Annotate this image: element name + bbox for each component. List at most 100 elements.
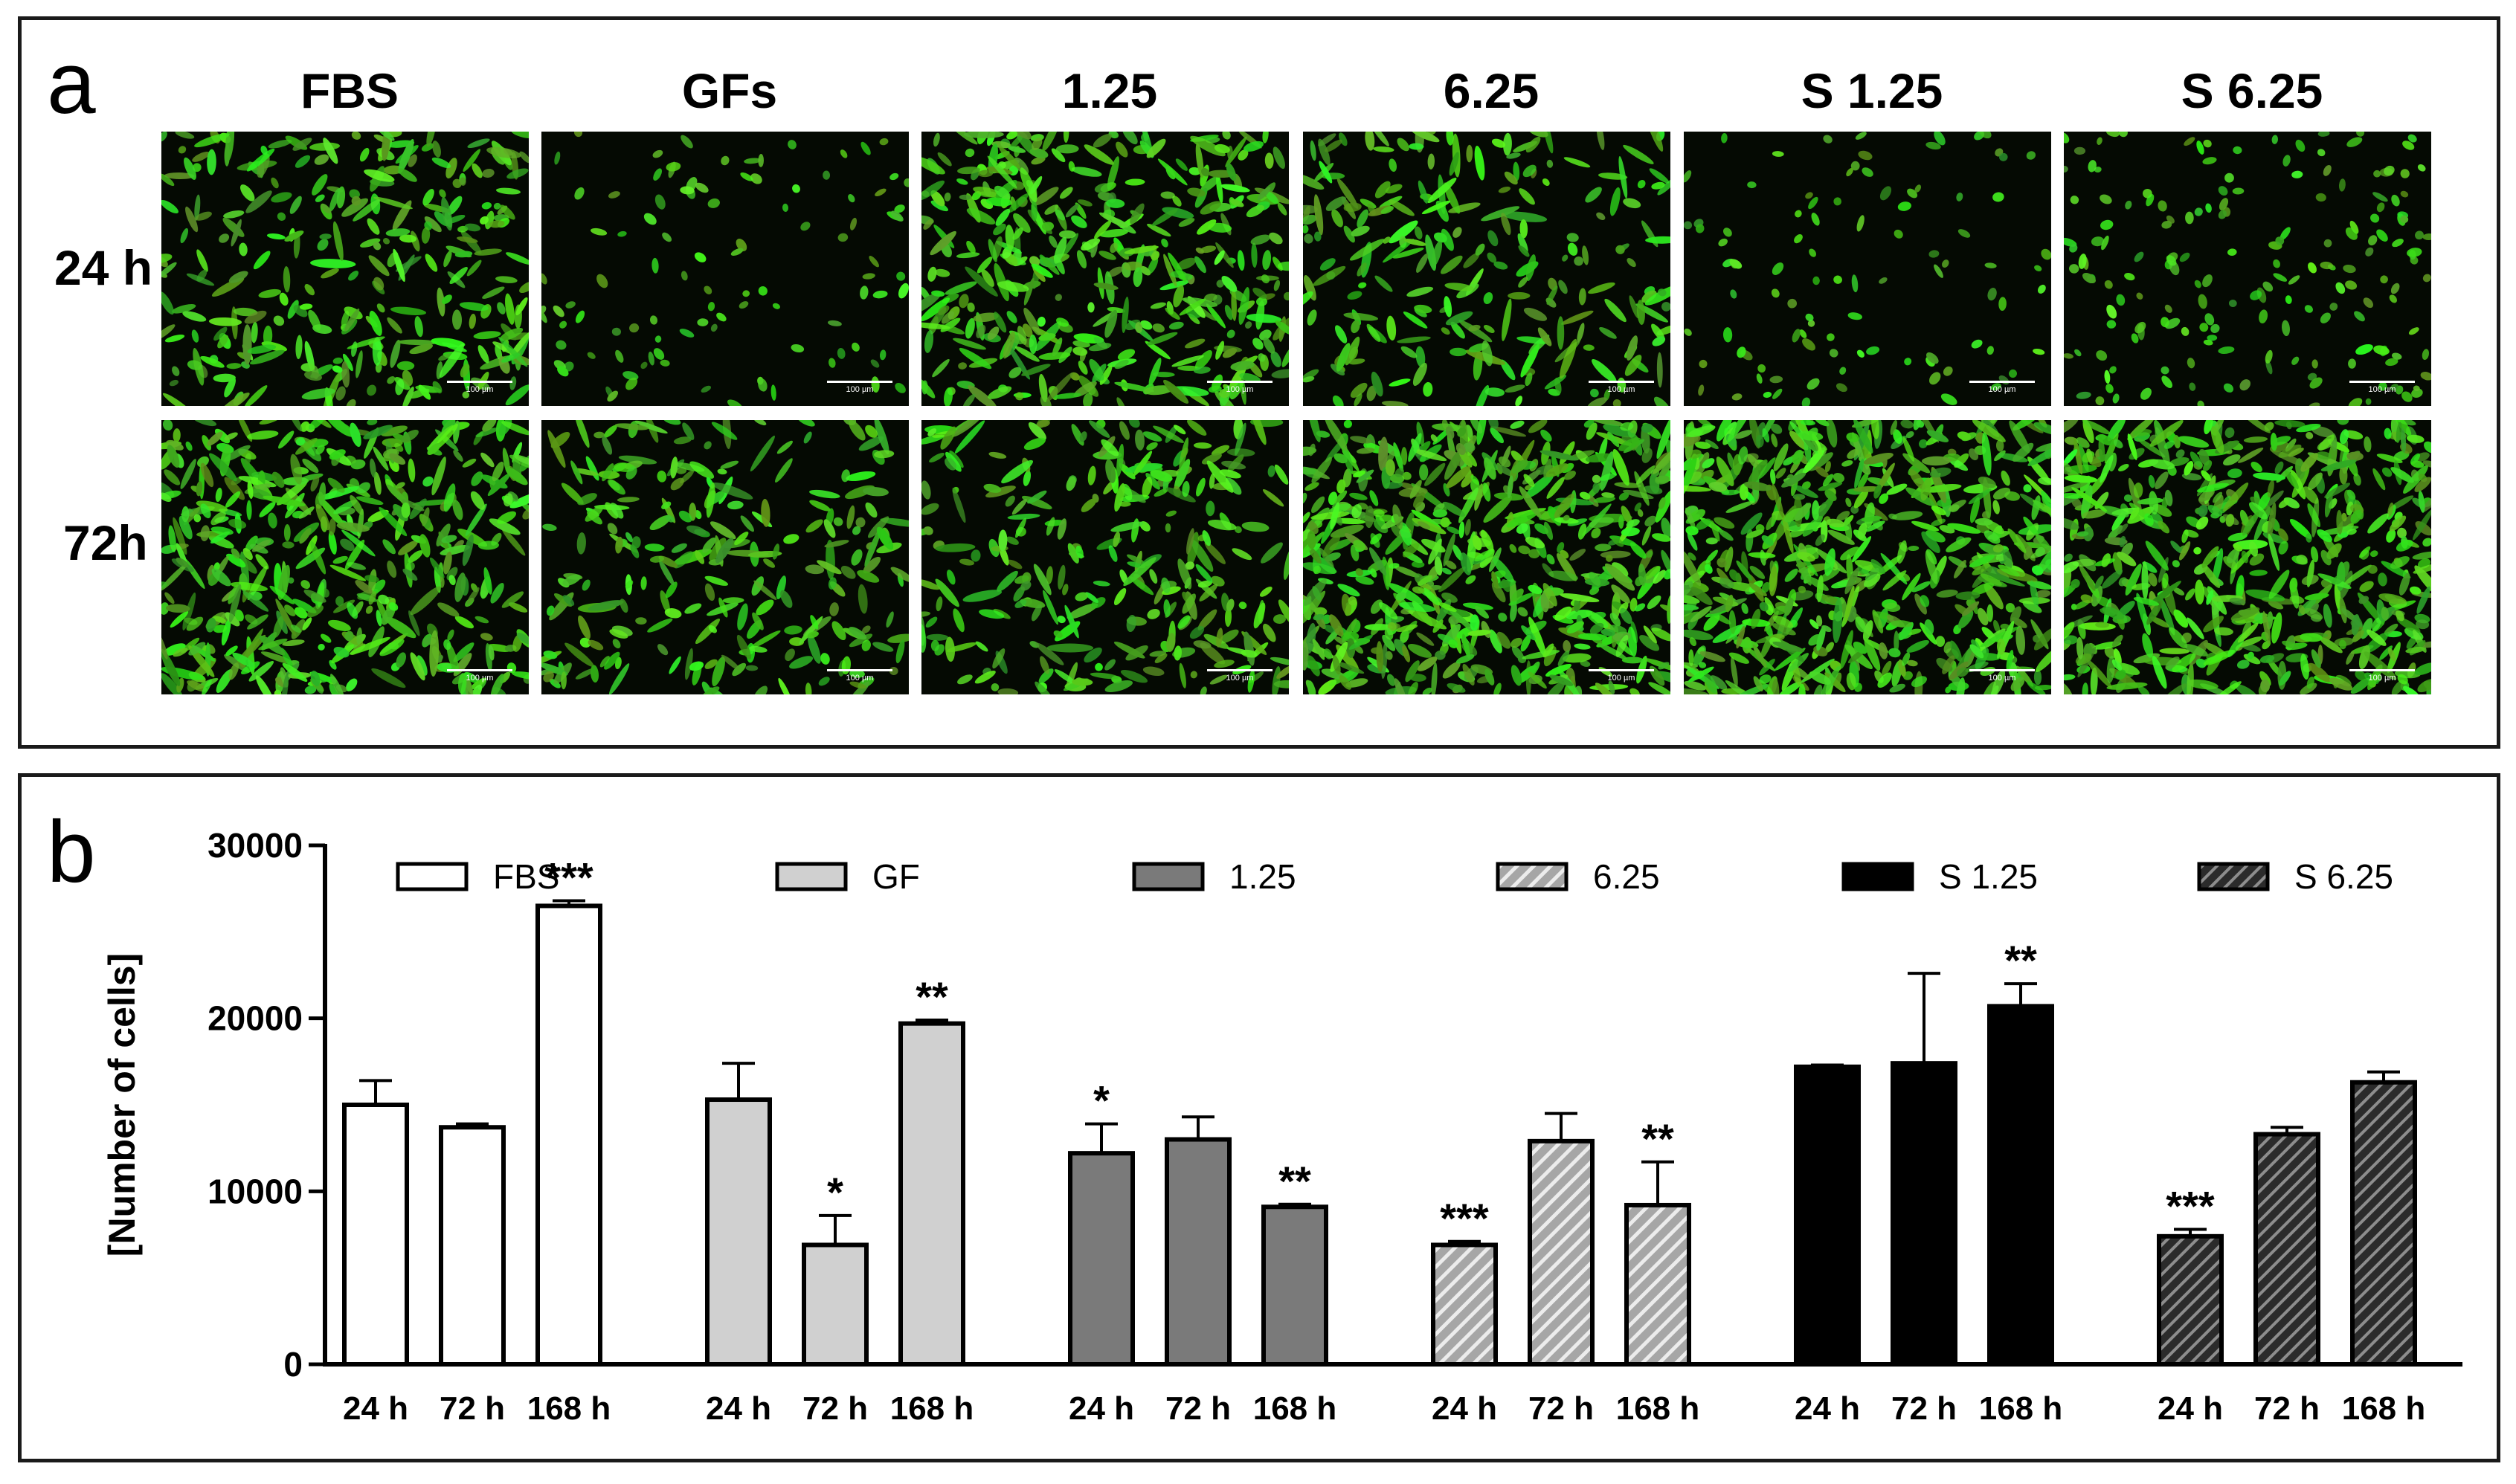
significance-label: *	[1093, 1077, 1110, 1124]
legend-swatch	[1132, 862, 1205, 891]
legend-label: 1.25	[1229, 857, 1296, 896]
scale-bar: 100 µm	[2349, 381, 2415, 394]
bar	[802, 1242, 869, 1367]
legend-label: FBS	[493, 857, 559, 896]
micrograph-1-25-72h: 100 µm	[921, 420, 1289, 694]
x-tick-label: 168 h	[890, 1390, 974, 1427]
scale-bar-label: 100 µm	[1607, 385, 1635, 394]
bar	[342, 1103, 409, 1367]
scale-bar-line	[827, 381, 892, 383]
y-tick-label: 20000	[207, 999, 303, 1038]
bar	[1165, 1137, 1232, 1367]
micrograph-image	[161, 420, 529, 694]
scale-bar: 100 µm	[1207, 669, 1273, 683]
scale-bar: 100 µm	[827, 669, 892, 683]
significance-label: ***	[2166, 1183, 2215, 1230]
bar	[439, 1125, 506, 1367]
bar	[1891, 1061, 1957, 1367]
x-tick-label: 168 h	[2342, 1390, 2426, 1427]
x-tick-label: 24 h	[706, 1390, 771, 1427]
scale-bar-line	[1589, 381, 1654, 383]
micrograph-6-25-24h: 100 µm	[1303, 132, 1670, 406]
scale-bar-label: 100 µm	[1988, 674, 2016, 683]
y-tick-label: 0	[283, 1345, 303, 1384]
scale-bar: 100 µm	[447, 381, 512, 394]
bar	[1987, 1004, 2054, 1367]
significance-label: **	[1278, 1158, 1311, 1204]
x-tick-label: 168 h	[527, 1390, 611, 1427]
micrograph-1-25-24h: 100 µm	[921, 132, 1289, 406]
x-tick-label: 24 h	[1069, 1390, 1134, 1427]
scale-bar-label: 100 µm	[846, 385, 874, 394]
legend-label: S 6.25	[2294, 857, 2393, 896]
micrograph-s-6-25-72h: 100 µm	[2064, 420, 2431, 694]
scale-bar-line	[1969, 381, 2035, 383]
y-tick-label: 10000	[207, 1172, 303, 1210]
y-axis-label: [Number of cells]	[101, 953, 143, 1256]
bar	[2350, 1080, 2417, 1367]
x-tick-label: 24 h	[1432, 1390, 1497, 1427]
panel-b-bar-chart: b 0 10000 20000 30000 [Number of cells] FBS GF…	[18, 773, 2500, 1462]
micrograph-image	[1303, 132, 1670, 406]
bar	[1794, 1064, 1861, 1367]
scale-bar-label: 100 µm	[2368, 674, 2396, 683]
scale-bar-line	[827, 669, 892, 671]
bar	[1431, 1242, 1498, 1367]
legend-swatch	[1841, 862, 1914, 891]
x-tick-label: 168 h	[1616, 1390, 1700, 1427]
x-tick-label: 24 h	[1795, 1390, 1860, 1427]
micrograph-image	[541, 420, 909, 694]
legend-label: S 1.25	[1939, 857, 2038, 896]
scale-bar: 100 µm	[827, 381, 892, 394]
row-header-24h: 24 h	[54, 240, 153, 295]
significance-label: ***	[1440, 1195, 1489, 1242]
bar	[1261, 1204, 1328, 1367]
y-tick-label: 30000	[207, 826, 303, 865]
scale-bar-label: 100 µm	[1988, 385, 2016, 394]
x-tick-label: 72 h	[2254, 1390, 2320, 1427]
bar	[535, 903, 602, 1367]
micrograph-image	[541, 132, 909, 406]
panel-a-letter: a	[47, 34, 96, 132]
bar	[1068, 1151, 1135, 1367]
scale-bar-line	[2349, 381, 2415, 383]
significance-label: ***	[544, 854, 593, 900]
significance-label: **	[1641, 1115, 1674, 1162]
x-tick-label: 72 h	[1528, 1390, 1594, 1427]
legend-swatch	[396, 862, 469, 891]
column-header-gfs: GFs	[681, 63, 778, 118]
bar-chart: 0 10000 20000 30000 [Number of cells] FBS GF 1.…	[101, 826, 2462, 1427]
micrograph-image	[161, 132, 529, 406]
x-tick-label: 72 h	[440, 1390, 505, 1427]
micrograph-image	[2064, 420, 2431, 694]
scale-bar-line	[1969, 669, 2035, 671]
panel-b-letter: b	[47, 803, 96, 901]
scale-bar-line	[1207, 381, 1273, 383]
x-tick-label: 72 h	[1891, 1390, 1957, 1427]
scale-bar-label: 100 µm	[846, 674, 874, 683]
bar	[1624, 1202, 1691, 1367]
micrograph-s-1-25-24h: 100 µm	[1684, 132, 2051, 406]
x-tick-label: 24 h	[343, 1390, 408, 1427]
micrograph-6-25-72h: 100 µm	[1303, 420, 1670, 694]
scale-bar-line	[1207, 669, 1273, 671]
bar	[1528, 1138, 1595, 1367]
scale-bar: 100 µm	[2349, 669, 2415, 683]
micrograph-s-6-25-24h: 100 µm	[2064, 132, 2431, 406]
micrograph-image	[921, 420, 1289, 694]
significance-label: **	[2004, 937, 2037, 984]
legend-swatch	[1496, 862, 1569, 891]
bar	[2253, 1132, 2320, 1367]
micrograph-gfs-24h: 100 µm	[541, 132, 909, 406]
x-tick-label: 24 h	[2158, 1390, 2223, 1427]
column-header-6-25: 6.25	[1443, 63, 1539, 118]
scale-bar-line	[2349, 669, 2415, 671]
legend-swatch	[2197, 862, 2270, 891]
row-header-72h: 72h	[63, 515, 148, 570]
scale-bar-line	[1589, 669, 1654, 671]
significance-label: **	[916, 973, 948, 1020]
scale-bar-label: 100 µm	[1226, 674, 1254, 683]
column-header-fbs: FBS	[300, 63, 399, 118]
scale-bar-label: 100 µm	[1607, 674, 1635, 683]
scale-bar-label: 100 µm	[466, 674, 494, 683]
